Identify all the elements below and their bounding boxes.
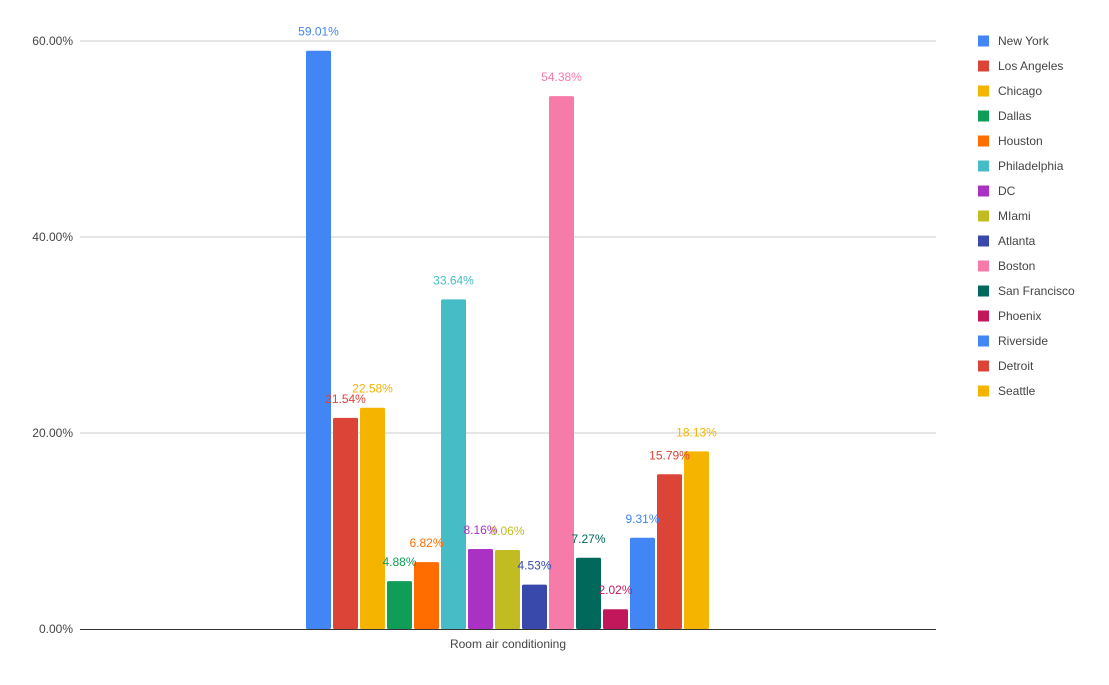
legend-label: San Francisco <box>998 284 1075 298</box>
y-tick-label: 60.00% <box>32 34 73 48</box>
data-label: 6.82% <box>409 536 443 550</box>
bar-dc <box>468 549 493 629</box>
data-label: 4.88% <box>382 555 416 569</box>
data-label: 2.02% <box>598 583 632 597</box>
legend-label: Atlanta <box>998 234 1036 248</box>
x-category-label: Room air conditioning <box>450 637 566 651</box>
legend-label: Philadelphia <box>998 159 1064 173</box>
bar-houston <box>414 562 439 629</box>
legend-swatch <box>978 285 989 297</box>
data-label: 4.53% <box>517 559 551 573</box>
bar-detroit <box>657 474 682 629</box>
bar-philadelphia <box>441 299 466 629</box>
legend-label: Chicago <box>998 84 1042 98</box>
data-label: 18.13% <box>676 425 717 439</box>
legend: New York Los Angeles Chicago Dallas Houston P… <box>978 34 1075 398</box>
legend-swatch <box>978 335 989 347</box>
legend-swatch <box>978 135 989 147</box>
bar-new-york <box>306 50 331 629</box>
y-tick-label: 0.00% <box>39 622 73 636</box>
data-label: 54.38% <box>541 70 582 84</box>
bar-riverside <box>630 537 655 629</box>
bar-seattle <box>684 451 709 629</box>
data-label: 59.01% <box>298 25 339 39</box>
y-tick-label: 20.00% <box>32 426 73 440</box>
y-axis: 0.00% 20.00% 40.00% 60.00% <box>32 34 73 636</box>
bar-phoenix <box>603 609 628 629</box>
legend-label: Los Angeles <box>998 59 1063 73</box>
bar-san-francisco <box>576 557 601 629</box>
data-labels: 59.01% 21.54%22.58% 4.88% 6.82% 33.64% 8.16%8… <box>298 25 717 598</box>
legend-swatch <box>978 85 989 97</box>
legend-label: New York <box>998 34 1050 48</box>
data-label: 15.79% <box>649 448 690 462</box>
legend-swatch <box>978 110 989 122</box>
legend-label: Riverside <box>998 334 1048 348</box>
bar-atlanta <box>522 584 547 629</box>
legend-swatch <box>978 310 989 322</box>
legend-swatch <box>978 35 989 47</box>
data-label: 33.64% <box>433 273 474 287</box>
legend-swatch <box>978 385 989 397</box>
legend-swatch <box>978 60 989 72</box>
data-label: 21.54% <box>325 392 366 406</box>
legend-label: Phoenix <box>998 309 1041 323</box>
legend-label: Houston <box>998 134 1043 148</box>
bar-chicago <box>360 407 385 629</box>
y-tick-label: 40.00% <box>32 230 73 244</box>
legend-swatch <box>978 235 989 247</box>
legend-label: Detroit <box>998 359 1034 373</box>
legend-swatch <box>978 185 989 197</box>
data-label: 7.27% <box>571 532 605 546</box>
data-label: 9.31% <box>625 512 659 526</box>
legend-label: Dallas <box>998 109 1031 123</box>
legend-swatch <box>978 360 989 372</box>
bar-los-angeles <box>333 417 358 629</box>
legend-label: Boston <box>998 259 1035 273</box>
legend-swatch <box>978 160 989 172</box>
gridlines <box>80 40 936 434</box>
bar-dallas <box>387 581 412 629</box>
legend-label: DC <box>998 184 1016 198</box>
legend-swatch <box>978 210 989 222</box>
bars <box>306 50 709 630</box>
data-label: 22.58% <box>352 382 393 396</box>
legend-label: Seattle <box>998 384 1036 398</box>
bar-miami <box>495 550 520 629</box>
legend-label: MIami <box>998 209 1031 223</box>
data-label: 8.16% <box>463 523 497 537</box>
bar-boston <box>549 96 574 630</box>
data-label: 8.06% <box>490 524 524 538</box>
legend-swatch <box>978 260 989 272</box>
